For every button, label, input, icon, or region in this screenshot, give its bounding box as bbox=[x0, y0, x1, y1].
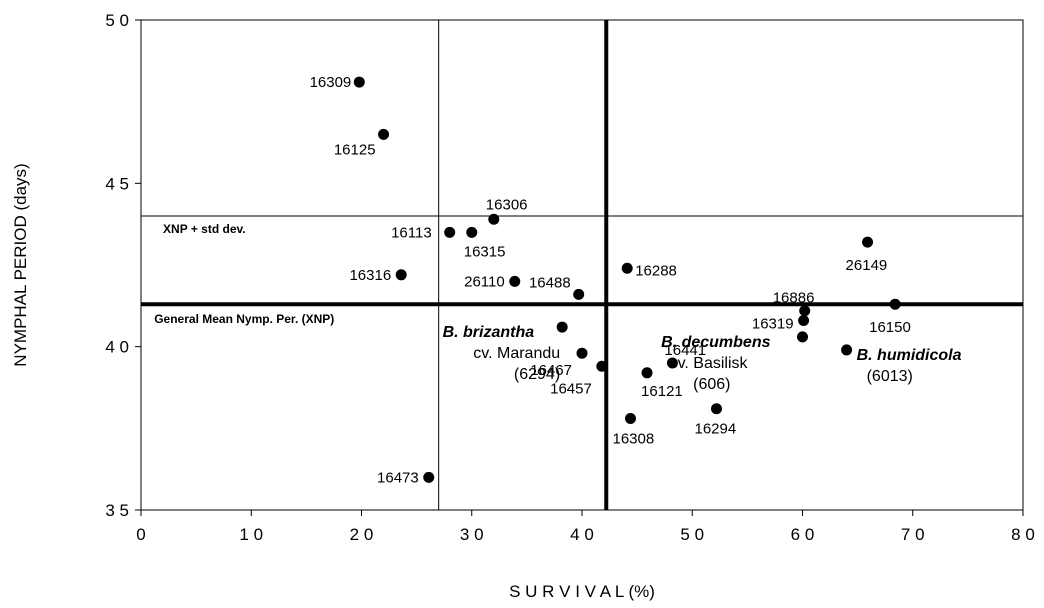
point-label: 16125 bbox=[334, 141, 376, 158]
point-label: 16457 bbox=[550, 380, 592, 397]
point-label: 16306 bbox=[486, 196, 528, 213]
plot-frame bbox=[140, 19, 1024, 511]
point-label: 16113 bbox=[391, 224, 432, 241]
x-tick-label: 7 0 bbox=[901, 525, 925, 544]
annotation-line: cv. Marandu bbox=[473, 345, 560, 362]
xnp-sd-label-bg bbox=[159, 220, 310, 237]
data-point bbox=[423, 471, 435, 483]
data-point bbox=[798, 315, 810, 327]
point-label: 26149 bbox=[846, 257, 888, 274]
annotation-line: (6294) bbox=[514, 366, 560, 383]
reference-lines: XNP + std dev. General Mean Nymp. Per. (X… bbox=[141, 20, 1023, 510]
point-label: 16319 bbox=[752, 316, 794, 333]
species-annotations: B. brizantha cv. Marandu (6294) B. decumben… bbox=[443, 324, 962, 393]
data-point bbox=[488, 213, 500, 225]
data-point bbox=[641, 367, 653, 379]
data-point bbox=[841, 344, 853, 356]
data-point bbox=[444, 226, 456, 238]
data-point bbox=[378, 128, 390, 140]
annotation-line: B. humidicola bbox=[857, 347, 962, 364]
x-tick-label: 2 0 bbox=[350, 525, 374, 544]
data-point bbox=[466, 226, 478, 238]
data-point bbox=[889, 298, 901, 310]
y-tick-label: 4 0 bbox=[105, 338, 129, 357]
annotation-line: B. brizantha bbox=[443, 324, 535, 341]
mean-nymphal-label: General Mean Nymp. Per. (XNP) bbox=[154, 312, 334, 326]
data-point bbox=[799, 305, 811, 317]
x-tick-label: 5 0 bbox=[680, 525, 704, 544]
point-label: 16294 bbox=[695, 421, 737, 438]
x-tick-label: 6 0 bbox=[791, 525, 815, 544]
data-point bbox=[556, 321, 568, 333]
annotation-line: B. decumbens bbox=[661, 334, 770, 351]
point-label: 26110 bbox=[464, 273, 505, 290]
data-point bbox=[621, 262, 633, 274]
point-label: 16150 bbox=[869, 319, 911, 336]
point-label: 16488 bbox=[529, 274, 571, 291]
data-point bbox=[625, 413, 637, 425]
y-tick-label: 3 5 bbox=[105, 501, 129, 520]
data-point bbox=[576, 347, 588, 359]
point-label: 16308 bbox=[613, 431, 655, 448]
point-label: 16288 bbox=[635, 262, 677, 279]
x-tick-label: 4 0 bbox=[570, 525, 594, 544]
y-tick-label: 5 0 bbox=[105, 11, 129, 30]
xnp-plus-sd-label: XNP + std dev. bbox=[163, 222, 246, 236]
data-point bbox=[509, 275, 521, 287]
data-point bbox=[862, 236, 874, 248]
x-tick-label: 0 bbox=[136, 525, 145, 544]
data-point bbox=[711, 403, 723, 415]
data-point bbox=[797, 331, 808, 343]
y-tick-label: 4 5 bbox=[105, 174, 129, 193]
mean-label-bg bbox=[150, 310, 397, 328]
data-points bbox=[353, 76, 901, 483]
data-point bbox=[395, 269, 407, 281]
x-tick-label: 1 0 bbox=[239, 525, 263, 544]
point-label: 16316 bbox=[349, 267, 391, 284]
x-tick-label: 3 0 bbox=[460, 525, 484, 544]
point-labels: 16309 16125 16306 16113 16315 16316 26110 16488… bbox=[310, 74, 911, 486]
data-point bbox=[573, 288, 585, 300]
point-label: 16121 bbox=[641, 383, 683, 400]
point-label: 16473 bbox=[377, 469, 419, 486]
point-label: 16886 bbox=[773, 290, 815, 307]
x-axis-ticks: 0 1 0 2 0 3 0 4 0 5 0 6 0 7 0 8 0 bbox=[136, 510, 1035, 544]
annotation-line: (606) bbox=[693, 376, 730, 393]
point-label: 16309 bbox=[310, 74, 352, 91]
annotation-line: cv. Basilisk bbox=[670, 355, 749, 372]
y-axis-ticks: 3 5 4 0 4 5 5 0 bbox=[105, 11, 141, 520]
data-point bbox=[353, 76, 365, 88]
annotation-line: (6013) bbox=[867, 368, 913, 385]
data-point bbox=[596, 360, 608, 372]
x-axis-title: S U R V I V A L (%) bbox=[509, 582, 655, 601]
point-label: 16467 bbox=[530, 362, 572, 379]
plot-area-border bbox=[140, 19, 1024, 511]
point-label: 16315 bbox=[464, 243, 506, 260]
point-label: 16441 bbox=[664, 342, 706, 359]
x-tick-label: 8 0 bbox=[1011, 525, 1035, 544]
data-point bbox=[666, 357, 678, 369]
y-axis-title: NYMPHAL PERIOD (days) bbox=[11, 163, 30, 366]
